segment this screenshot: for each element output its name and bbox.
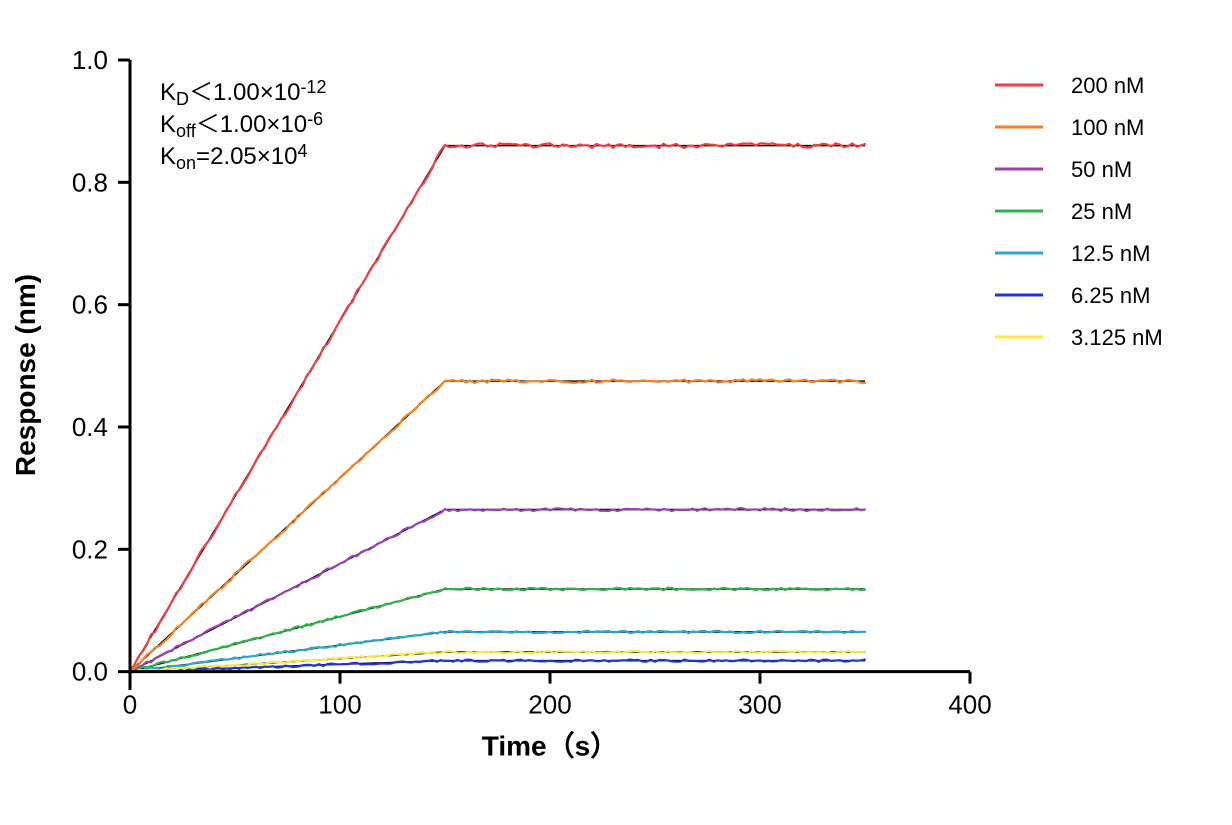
x-tick-label: 400: [948, 690, 991, 720]
legend-label: 200 nM: [1071, 73, 1144, 98]
y-tick-label: 0.2: [72, 534, 108, 564]
y-tick-label: 0.4: [72, 412, 108, 442]
x-tick-label: 300: [738, 690, 781, 720]
x-tick-label: 100: [318, 690, 361, 720]
legend-label: 25 nM: [1071, 199, 1132, 224]
legend-label: 12.5 nM: [1071, 241, 1151, 266]
binding-kinetics-chart: 0 100 200 300 400 0.0 0.2 0.4 0.6 0.8 1.0 Time（s） Re…: [0, 0, 1232, 825]
chart-svg: 0 100 200 300 400 0.0 0.2 0.4 0.6 0.8 1.0 Time（s） Re…: [0, 0, 1232, 825]
y-tick-label: 1.0: [72, 45, 108, 75]
legend-label: 50 nM: [1071, 157, 1132, 182]
y-tick-label: 0.6: [72, 290, 108, 320]
legend-label: 3.125 nM: [1071, 325, 1163, 350]
y-tick-label: 0.0: [72, 657, 108, 687]
y-tick-label: 0.8: [72, 167, 108, 197]
legend-label: 6.25 nM: [1071, 283, 1151, 308]
x-tick-label: 200: [528, 690, 571, 720]
x-axis-label: Time（s）: [482, 730, 618, 762]
legend-label: 100 nM: [1071, 115, 1144, 140]
x-tick-label: 0: [123, 690, 137, 720]
y-axis-label: Response (nm): [10, 274, 41, 476]
